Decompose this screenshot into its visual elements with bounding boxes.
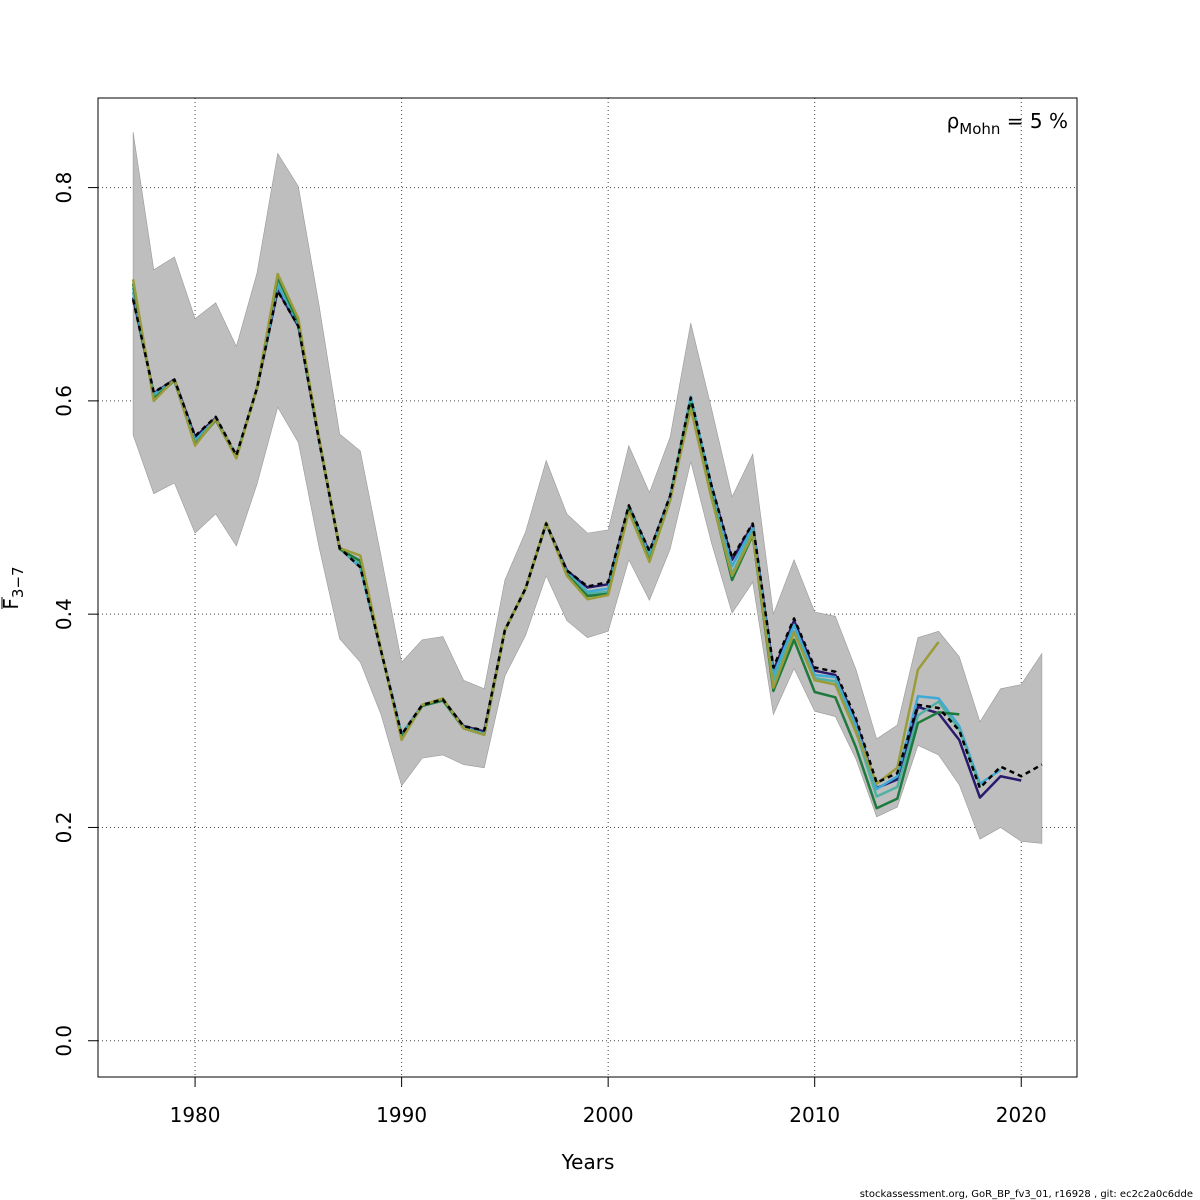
footer-credit: stockassessment.org, GoR_BP_fv3_01, r169…: [860, 1189, 1193, 1200]
x-axis-title: Years: [561, 1150, 615, 1174]
x-axis: 1980 1990 2000 2010 2020: [170, 1077, 1047, 1127]
rho-symbol: ρ: [947, 109, 960, 133]
y-axis-title-subscript: 3−7: [9, 566, 27, 598]
x-tick-label: 2010: [789, 1103, 840, 1127]
rho-subscript: Mohn: [959, 120, 1000, 138]
confidence-band-layer: [132, 132, 1043, 844]
y-tick-label: 0.4: [52, 598, 76, 630]
mohn-rho-annotation: ρMohn = 5 %: [947, 109, 1068, 138]
svg-text:F3−7: F3−7: [0, 566, 27, 609]
plot-frame: [97, 97, 1078, 1078]
rho-value: = 5 %: [1000, 109, 1068, 133]
y-axis-title: F3−7: [0, 566, 27, 609]
x-tick-label: 2020: [996, 1103, 1047, 1127]
x-tick-label: 1980: [170, 1103, 221, 1127]
series-line-reference: [131, 289, 1043, 790]
y-tick-label: 0.8: [52, 172, 76, 204]
confidence-band: [132, 132, 1043, 844]
x-tick-label: 1990: [376, 1103, 427, 1127]
y-axis: 0.0 0.2 0.4 0.6 0.8: [52, 172, 98, 1057]
y-tick-label: 0.6: [52, 385, 76, 417]
y-axis-title-main: F: [0, 598, 23, 610]
y-tick-label: 0.0: [52, 1025, 76, 1057]
y-tick-label: 0.2: [52, 812, 76, 844]
x-tick-label: 2000: [583, 1103, 634, 1127]
series-layer: [131, 272, 1043, 810]
